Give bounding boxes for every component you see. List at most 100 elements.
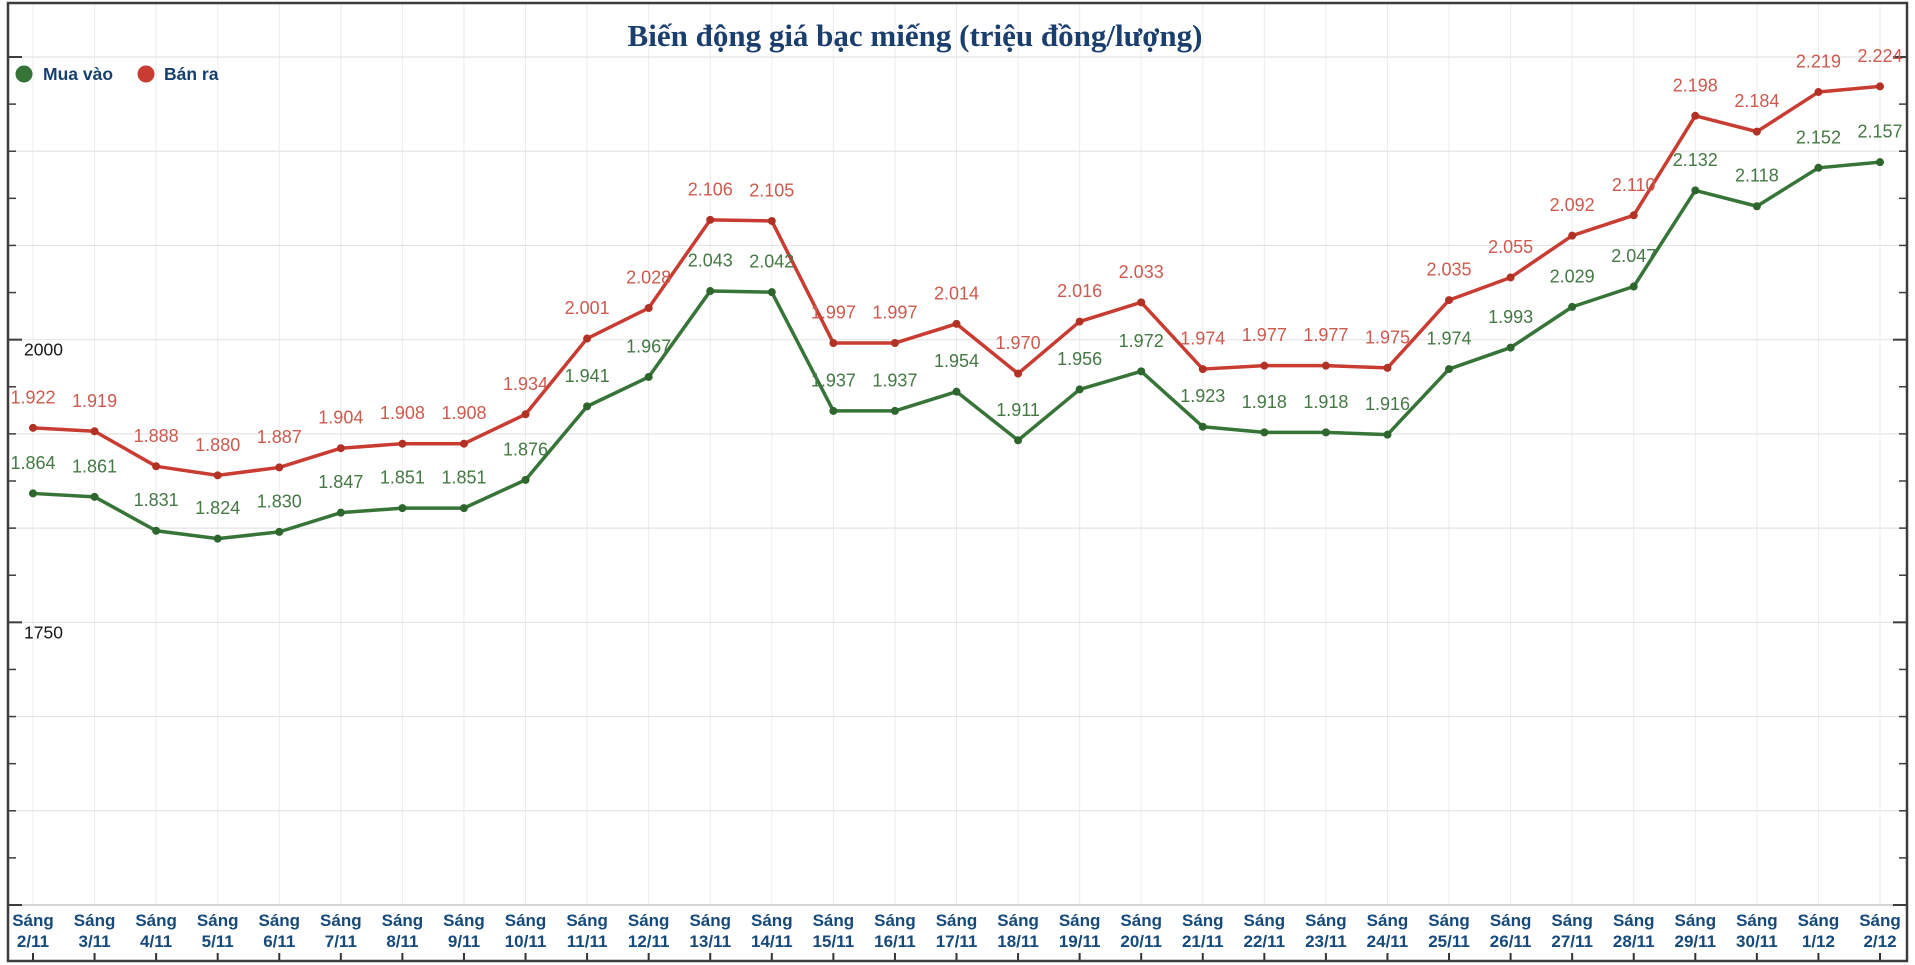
point-ban-ra-25-11[interactable] [1445, 296, 1454, 305]
point-mua-vao-7-11[interactable] [336, 508, 345, 517]
point-mua-vao-18-11[interactable] [1014, 436, 1023, 445]
value-label-mua-vao: 1.847 [318, 472, 363, 492]
point-ban-ra-2-12[interactable] [1876, 82, 1884, 91]
point-mua-vao-15-11[interactable] [829, 406, 838, 415]
point-ban-ra-30-11[interactable] [1752, 127, 1761, 136]
value-label-ban-ra: 1.919 [72, 391, 117, 411]
point-mua-vao-12-11[interactable] [644, 372, 653, 381]
point-ban-ra-19-11[interactable] [1075, 317, 1084, 326]
point-ban-ra-3-11[interactable] [90, 427, 99, 436]
point-mua-vao-30-11[interactable] [1752, 202, 1761, 211]
value-label-ban-ra: 2.106 [688, 179, 733, 199]
x-label-25/11: Sáng 25/11 [1428, 911, 1470, 951]
point-ban-ra-12-11[interactable] [644, 304, 653, 313]
point-ban-ra-9-11[interactable] [459, 439, 468, 448]
x-axis-labels: Sáng 2/11 Sáng 3/11 Sáng 4/11 Sáng 5/11 Sáng 6/11… [12, 911, 1901, 951]
point-mua-vao-14-11[interactable] [767, 288, 776, 297]
point-mua-vao-23-11[interactable] [1321, 428, 1330, 437]
value-label-ban-ra: 1.977 [1303, 325, 1348, 345]
point-mua-vao-21-11[interactable] [1198, 422, 1207, 431]
point-mua-vao-1-12[interactable] [1814, 163, 1823, 172]
value-label-ban-ra: 1.908 [441, 403, 486, 423]
point-mua-vao-11-11[interactable] [583, 402, 592, 411]
value-label-mua-vao: 1.861 [72, 456, 117, 476]
point-ban-ra-24-11[interactable] [1383, 363, 1392, 372]
point-mua-vao-8-11[interactable] [398, 504, 407, 513]
point-mua-vao-26-11[interactable] [1506, 343, 1515, 352]
point-mua-vao-19-11[interactable] [1075, 385, 1084, 394]
point-mua-vao-2-12[interactable] [1876, 158, 1884, 167]
value-label-mua-vao: 2.152 [1796, 127, 1841, 147]
point-ban-ra-26-11[interactable] [1506, 273, 1515, 282]
x-label-2/12: Sáng 2/12 [1859, 911, 1901, 951]
point-ban-ra-27-11[interactable] [1568, 231, 1577, 240]
point-ban-ra-10-11[interactable] [521, 410, 530, 419]
point-mua-vao-2-11[interactable] [29, 489, 37, 498]
value-label-mua-vao: 2.132 [1673, 150, 1718, 170]
value-label-ban-ra: 2.110 [1612, 175, 1656, 195]
x-label-29/11: Sáng 29/11 [1674, 911, 1716, 951]
value-label-mua-vao: 2.029 [1550, 266, 1595, 286]
x-label-17/11: Sáng 17/11 [936, 911, 978, 951]
point-ban-ra-23-11[interactable] [1321, 361, 1330, 370]
point-ban-ra-29-11[interactable] [1691, 111, 1700, 120]
value-label-ban-ra: 1.997 [872, 303, 917, 323]
point-ban-ra-7-11[interactable] [336, 444, 345, 453]
x-label-13/11: Sáng 13/11 [689, 911, 731, 951]
point-ban-ra-8-11[interactable] [398, 439, 407, 448]
point-mua-vao-25-11[interactable] [1445, 365, 1454, 374]
value-label-ban-ra: 2.035 [1427, 260, 1472, 280]
value-label-mua-vao: 1.972 [1119, 331, 1164, 351]
point-mua-vao-9-11[interactable] [459, 504, 468, 513]
value-label-ban-ra: 1.922 [10, 387, 55, 407]
chart-title: Biến động giá bạc miếng (triệu đồng/lượn… [628, 18, 1203, 53]
point-ban-ra-20-11[interactable] [1137, 298, 1146, 307]
point-ban-ra-14-11[interactable] [767, 216, 776, 225]
point-mua-vao-24-11[interactable] [1383, 430, 1392, 439]
value-label-ban-ra: 1.888 [134, 426, 179, 446]
value-label-ban-ra: 1.904 [318, 408, 363, 428]
point-mua-vao-3-11[interactable] [90, 492, 99, 501]
point-mua-vao-20-11[interactable] [1137, 367, 1146, 376]
point-ban-ra-13-11[interactable] [706, 215, 715, 224]
point-ban-ra-16-11[interactable] [890, 339, 899, 348]
value-label-ban-ra: 2.198 [1673, 75, 1718, 95]
point-ban-ra-6-11[interactable] [275, 463, 284, 472]
point-mua-vao-5-11[interactable] [213, 534, 222, 543]
x-label-20/11: Sáng 20/11 [1120, 911, 1162, 951]
point-ban-ra-18-11[interactable] [1014, 369, 1023, 378]
point-ban-ra-2-11[interactable] [29, 423, 37, 432]
point-mua-vao-29-11[interactable] [1691, 186, 1700, 195]
value-label-mua-vao: 2.118 [1735, 166, 1779, 186]
value-label-ban-ra: 2.033 [1119, 262, 1164, 282]
point-mua-vao-16-11[interactable] [890, 406, 899, 415]
x-label-18/11: Sáng 18/11 [997, 911, 1039, 951]
point-ban-ra-17-11[interactable] [952, 319, 961, 328]
point-ban-ra-11-11[interactable] [583, 334, 592, 343]
legend-item-ban-ra[interactable]: Bán ra [137, 64, 219, 84]
value-label-mua-vao: 2.157 [1857, 122, 1902, 142]
point-ban-ra-4-11[interactable] [152, 462, 161, 471]
value-label-mua-vao: 1.876 [503, 439, 548, 459]
point-mua-vao-13-11[interactable] [706, 287, 715, 296]
point-ban-ra-21-11[interactable] [1198, 365, 1207, 374]
x-label-26/11: Sáng 26/11 [1490, 911, 1532, 951]
point-ban-ra-28-11[interactable] [1629, 211, 1638, 220]
value-label-ban-ra: 1.977 [1242, 325, 1287, 345]
point-ban-ra-1-12[interactable] [1814, 88, 1823, 97]
point-ban-ra-5-11[interactable] [213, 471, 222, 480]
point-ban-ra-22-11[interactable] [1260, 361, 1269, 370]
value-label-mua-vao: 1.974 [1427, 329, 1472, 349]
point-mua-vao-28-11[interactable] [1629, 282, 1638, 291]
legend-item-mua-vao[interactable]: Mua vào [15, 64, 114, 84]
point-mua-vao-6-11[interactable] [275, 527, 284, 536]
point-mua-vao-10-11[interactable] [521, 475, 530, 484]
point-ban-ra-15-11[interactable] [829, 339, 838, 348]
point-mua-vao-17-11[interactable] [952, 387, 961, 396]
point-mua-vao-27-11[interactable] [1568, 302, 1577, 311]
x-label-4/11: Sáng 4/11 [135, 911, 177, 951]
point-mua-vao-22-11[interactable] [1260, 428, 1269, 437]
horizontal-gridlines [8, 56, 1907, 812]
point-mua-vao-4-11[interactable] [152, 526, 161, 535]
